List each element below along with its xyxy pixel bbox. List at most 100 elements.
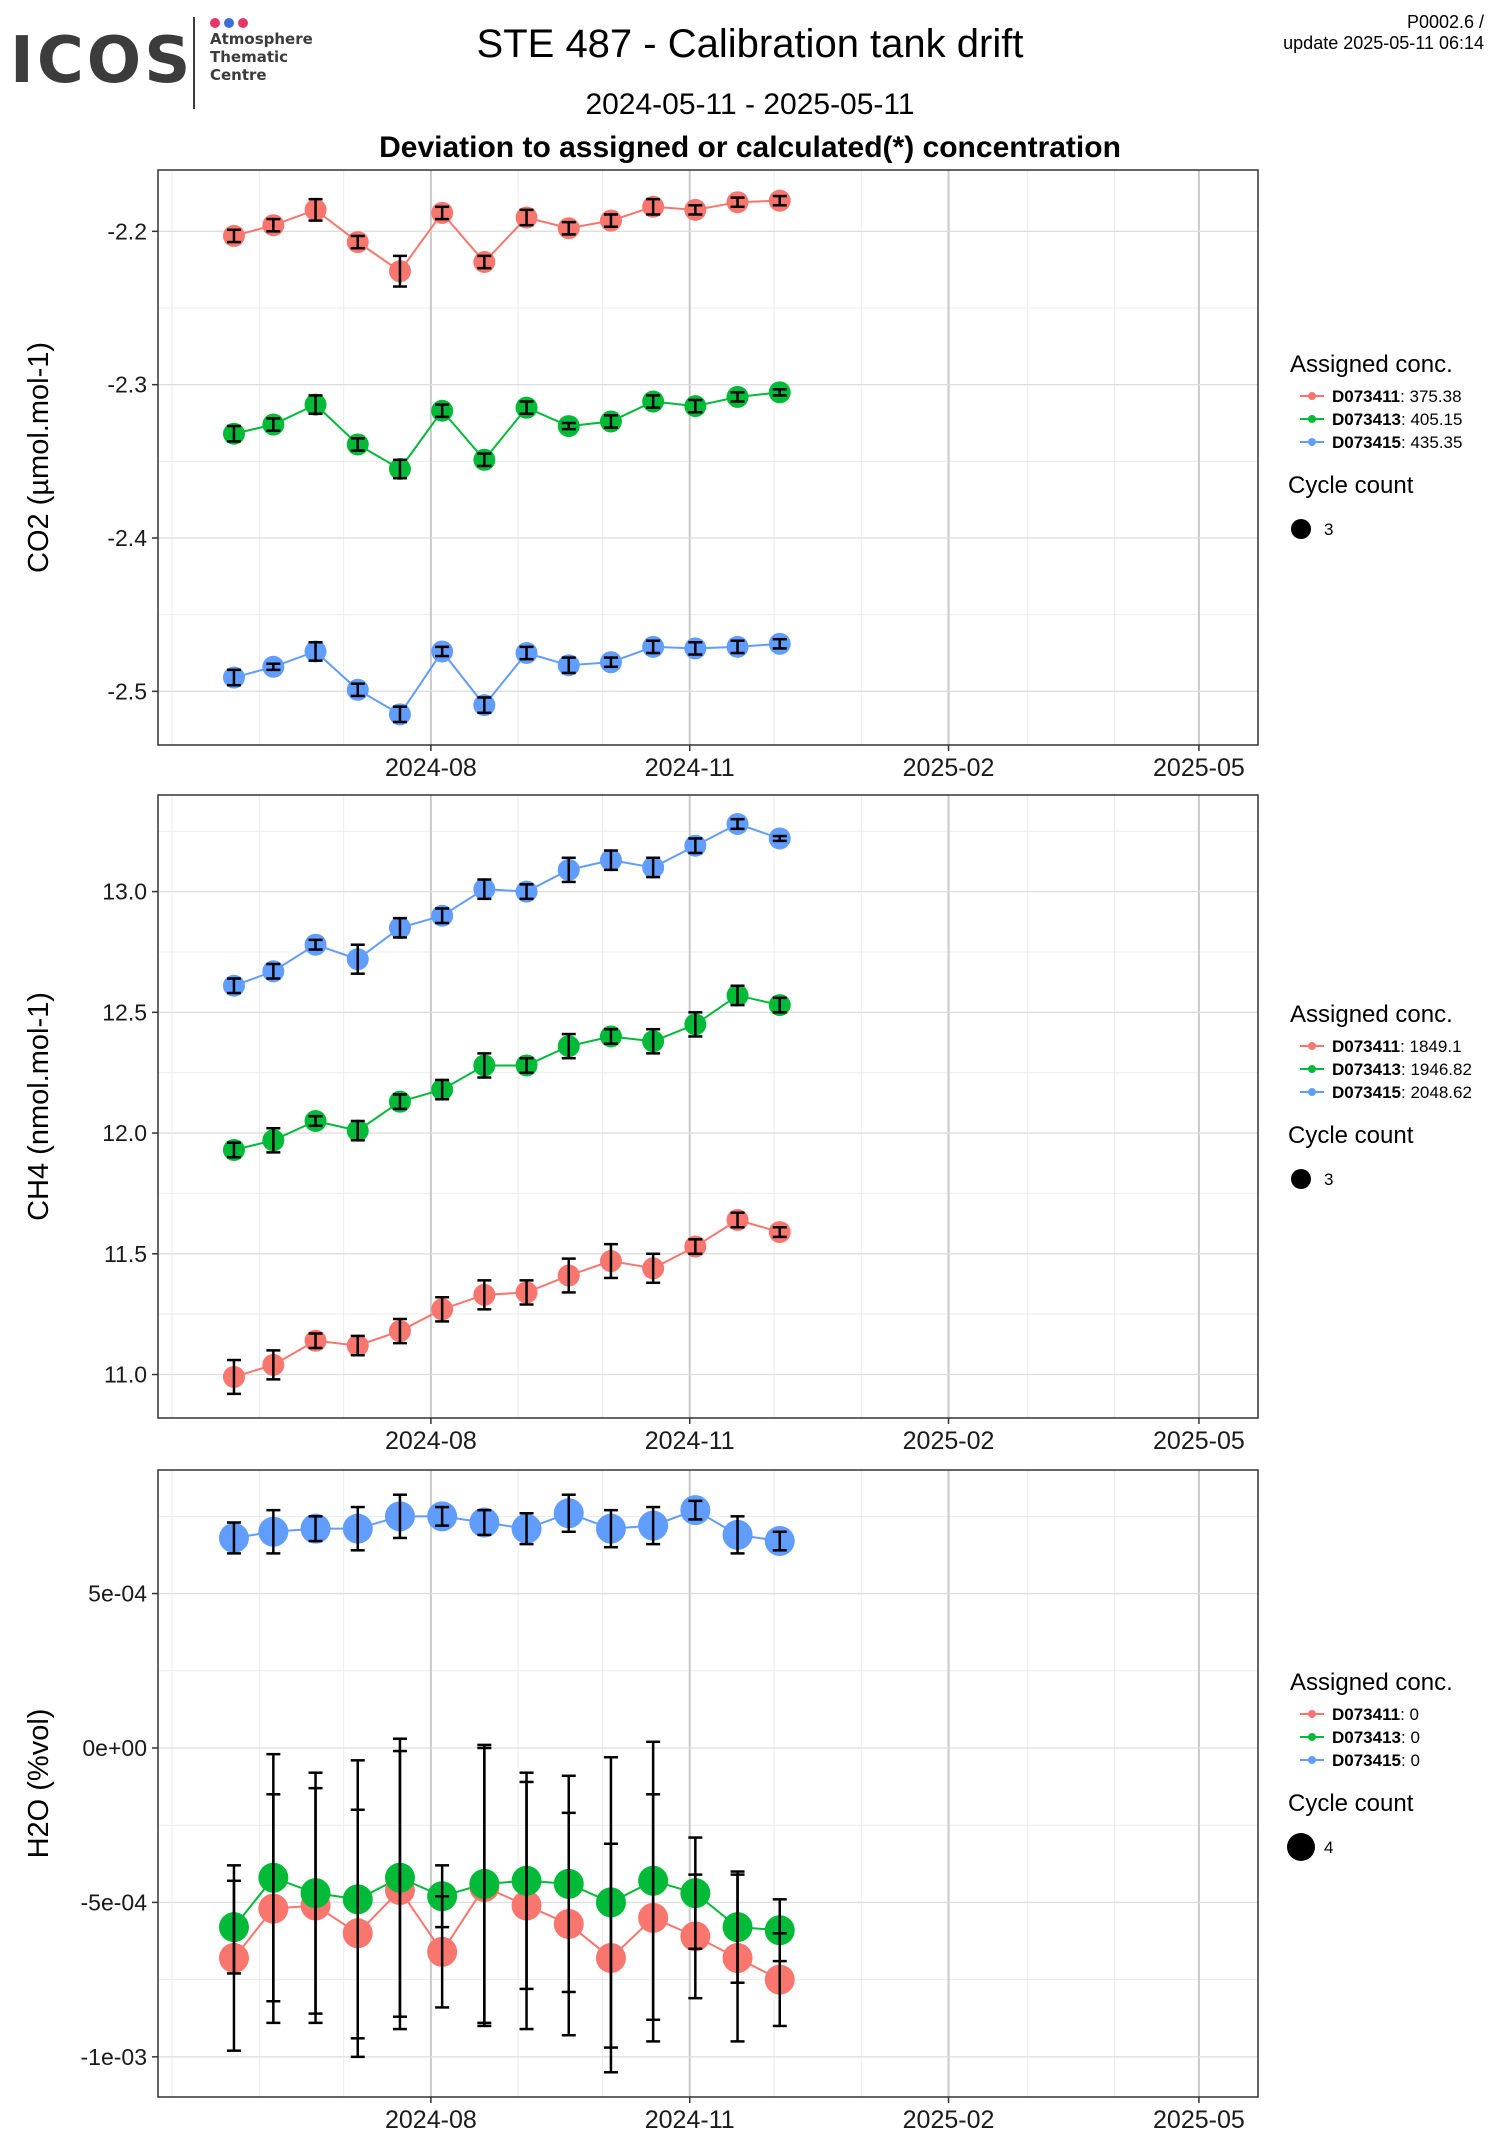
error-bar (477, 1052, 492, 1079)
error-bar (603, 213, 618, 228)
error-bar (350, 682, 365, 698)
x-tick-label: 2025-02 (903, 1427, 995, 1455)
error-bar (226, 668, 241, 687)
logo-dot (238, 18, 248, 28)
x-tick-label: 2025-02 (903, 754, 995, 782)
error-bar (646, 1505, 661, 1546)
error-bar (477, 878, 492, 901)
error-bar (688, 204, 703, 216)
error-bar (435, 403, 450, 419)
y-tick-label: -2.4 (107, 525, 147, 551)
logo-dots (210, 15, 252, 28)
error-bar (266, 1508, 281, 1555)
error-bar (561, 1257, 576, 1294)
error-bar (226, 1521, 241, 1555)
size-legend-value: 3 (1324, 520, 1333, 539)
error-bar (519, 208, 534, 227)
error-bar (392, 705, 407, 724)
legend-entry-D073411: D073411: 0 (1332, 1705, 1419, 1724)
error-bar (392, 1093, 407, 1111)
error-bar (730, 1211, 745, 1229)
legend-entry-D073413: D073413: 0 (1332, 1728, 1420, 1747)
error-bar (730, 817, 745, 831)
y-tick-label: 11.5 (104, 1241, 147, 1267)
error-bar (266, 217, 281, 233)
error-bar (350, 1334, 365, 1357)
logo-wordmark: ICOS (10, 24, 194, 98)
error-bar (392, 254, 407, 288)
error-bar (730, 984, 745, 1007)
error-bar (772, 1225, 787, 1239)
size-legend-title: Cycle count (1288, 1790, 1414, 1817)
chart-panel-3: 5e-04 0e+00 -5e-04 -1e-03 2024-08 2024-11 2025… (23, 1469, 1453, 2134)
error-bar (350, 1119, 365, 1142)
legend-key-point (1308, 1042, 1316, 1050)
error-bar (226, 424, 241, 443)
x-tick-label: 2024-08 (385, 1427, 477, 1455)
error-bar (392, 1317, 407, 1345)
error-bar (308, 1332, 323, 1350)
y-tick-label: 12.0 (102, 1120, 147, 1146)
error-bar (688, 1011, 703, 1038)
chart-subtitle: Deviation to assigned or calculated(*) c… (379, 131, 1121, 164)
x-tick-label: 2024-11 (645, 2106, 735, 2134)
error-bar (350, 943, 365, 975)
error-bar (730, 639, 745, 655)
error-bar (308, 641, 323, 662)
plot-frame (157, 169, 1259, 746)
error-bar (308, 1114, 323, 1128)
error-bar (772, 637, 787, 650)
size-legend-point (1287, 1833, 1315, 1861)
error-bar (603, 849, 618, 872)
error-bar (266, 1349, 281, 1381)
x-tick-label: 2024-08 (385, 2106, 477, 2134)
size-legend-title: Cycle count (1288, 1122, 1414, 1149)
x-tick-label: 2024-11 (645, 1427, 735, 1455)
version-info: P0002.6 / update 2025-05-11 06:14 (1283, 12, 1484, 54)
legend-key-point (1308, 1756, 1316, 1764)
y-tick-label: -2.5 (107, 678, 147, 704)
error-bar (435, 1078, 450, 1101)
error-bar (688, 837, 703, 855)
y-tick-label: -2.2 (107, 218, 147, 244)
error-bar (477, 452, 492, 468)
logo-dot (224, 18, 234, 28)
y-tick-label: 0e+00 (82, 1735, 147, 1761)
error-bar (772, 1898, 787, 1963)
error-bar (519, 1511, 534, 1546)
chart-panel-1: -2.2 -2.3 -2.4 -2.5 2024-08 2024-11 2025-02 202… (23, 169, 1462, 782)
size-legend-value: 3 (1324, 1170, 1333, 1189)
error-bar (603, 1508, 618, 1549)
error-bar (519, 1279, 534, 1306)
y-axis-title: CO2 (µmol.mol-1) (23, 342, 55, 573)
legend-key-point (1308, 1733, 1316, 1741)
size-legend-value: 4 (1324, 1838, 1333, 1857)
legend-entry-D073413: D073413: 1946.82 (1332, 1060, 1472, 1079)
error-bar (730, 391, 745, 403)
update-timestamp: update 2025-05-11 06:14 (1283, 33, 1484, 53)
x-tick-label: 2025-05 (1153, 2106, 1245, 2134)
error-bar (226, 1879, 241, 1975)
legend-title: Assigned conc. (1290, 1001, 1453, 1028)
error-bar (392, 458, 407, 480)
x-tick-label: 2024-08 (385, 754, 477, 782)
legend-key-point (1308, 415, 1316, 423)
error-bar (519, 883, 534, 901)
error-bar (603, 1027, 618, 1045)
error-bar (435, 1296, 450, 1323)
error-bar (646, 197, 661, 216)
size-legend-point (1291, 519, 1311, 539)
legend-entry-D073415: D073415: 2048.62 (1332, 1083, 1472, 1102)
legend-key-point (1308, 1065, 1316, 1073)
error-bar (350, 437, 365, 452)
error-bar (603, 1755, 618, 2049)
error-bar (603, 656, 618, 669)
logo-subtitle-line: Atmosphere (210, 30, 313, 48)
error-bar (688, 1499, 703, 1521)
plot-frame (157, 1469, 1259, 2098)
error-bar (646, 1252, 661, 1285)
x-tick-label: 2025-05 (1153, 754, 1245, 782)
legend-key-point (1308, 1088, 1316, 1096)
x-tick-label: 2025-02 (903, 2106, 995, 2134)
error-bar (772, 834, 787, 843)
